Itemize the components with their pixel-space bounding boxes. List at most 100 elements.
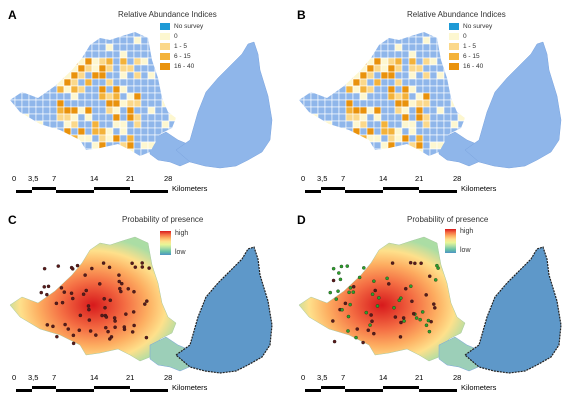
grid-cell <box>464 71 465 80</box>
grid-cell <box>28 85 37 94</box>
grid-cell <box>436 99 445 108</box>
presence-point <box>328 290 333 295</box>
grid-cell <box>10 50 16 59</box>
grid-cell <box>147 78 156 87</box>
grid-cell <box>443 113 452 122</box>
grid-cell <box>415 50 424 59</box>
grid-cell <box>84 71 93 80</box>
grid-cell <box>324 148 333 156</box>
grid-cell <box>21 43 30 52</box>
grid-cell <box>112 36 121 45</box>
presence-point <box>408 260 413 265</box>
grid-cell <box>366 85 375 94</box>
grid-cell <box>70 127 79 136</box>
grid-cell <box>126 127 135 136</box>
grid-cell <box>28 32 37 38</box>
presence-point <box>361 340 365 345</box>
grid-cell <box>126 148 135 156</box>
grid-cell <box>429 113 438 122</box>
grid-cell <box>464 106 465 115</box>
grid-cell <box>133 134 142 143</box>
grid-cell <box>310 148 319 156</box>
grid-cell <box>464 85 465 94</box>
presence-point <box>78 313 83 318</box>
grid-cell <box>415 71 424 80</box>
grid-cell <box>105 71 114 80</box>
grid-cell <box>373 106 382 115</box>
grid-cell <box>310 78 319 87</box>
scale-bar: 0 3,5 7 14 21 28 Kilometers <box>301 373 501 395</box>
grid-cell <box>317 78 326 87</box>
grid-cell <box>49 99 58 108</box>
grid-cell <box>21 64 30 73</box>
probability-map <box>298 236 562 374</box>
grid-cell <box>394 78 403 87</box>
grid-cell <box>161 78 170 87</box>
grid-cell <box>299 64 305 73</box>
grid-cell <box>112 92 121 101</box>
grid-cell <box>380 92 389 101</box>
grid-cell <box>147 85 156 94</box>
scale-bar: 0 3,5 7 14 21 28 Kilometers <box>12 373 212 395</box>
grid-cell <box>112 32 121 38</box>
grid-cell <box>324 57 333 66</box>
gradient-low-label: low <box>175 249 186 256</box>
presence-point <box>113 325 117 330</box>
grid-cell <box>84 155 93 156</box>
grid-cell <box>49 141 58 150</box>
grid-cell <box>401 71 410 80</box>
grid-cell <box>429 64 438 73</box>
grid-cell <box>133 57 142 66</box>
legend-item-1-5: 1 - 5 <box>449 43 476 50</box>
grid-cell <box>450 113 459 122</box>
grid-cell <box>436 113 445 122</box>
grid-cell <box>77 71 86 80</box>
grid-cell <box>299 32 305 38</box>
presence-point <box>366 328 371 332</box>
presence-point <box>103 305 107 310</box>
grid-cell <box>126 92 135 101</box>
grid-cell <box>317 71 326 80</box>
grid-cell <box>28 36 37 45</box>
grid-cell <box>401 50 410 59</box>
grid-cell <box>464 127 465 136</box>
scale-tick: 3,5 <box>28 373 39 382</box>
grid-cell <box>14 78 23 87</box>
grid-cell <box>408 78 417 87</box>
grid-cell <box>119 127 128 136</box>
grid-cell <box>133 148 142 156</box>
presence-point <box>113 319 117 323</box>
grid-cell <box>42 78 51 87</box>
presence-point <box>369 313 373 317</box>
grid-cell <box>112 120 121 129</box>
grid-cell <box>112 43 121 52</box>
grid-cell <box>63 50 72 59</box>
grid-cell <box>422 57 431 66</box>
grid-cell <box>394 120 403 129</box>
grid-cell <box>380 32 389 38</box>
scale-tick: 14 <box>90 174 99 183</box>
grid-cell <box>154 106 163 115</box>
grid-cell <box>98 92 107 101</box>
grid-cell <box>352 57 361 66</box>
grid-cell <box>366 134 375 143</box>
presence-point <box>375 304 380 308</box>
grid-cell <box>14 106 23 115</box>
grid-cell <box>401 113 410 122</box>
legend-item-16-40: 16 - 40 <box>160 63 194 70</box>
grid-cell <box>126 155 135 156</box>
grid-cell <box>387 50 396 59</box>
scale-segment <box>305 389 321 392</box>
grid-cell <box>105 148 114 156</box>
grid-cell <box>98 106 107 115</box>
grid-cell <box>70 71 79 80</box>
presence-point <box>399 320 403 325</box>
grid-cell <box>105 85 114 94</box>
grid-cell <box>373 32 382 38</box>
grid-cell <box>324 120 333 129</box>
grid-cell <box>10 78 16 87</box>
presence-point <box>413 261 417 266</box>
grid-cell <box>359 57 368 66</box>
grid-cell <box>394 36 403 45</box>
grid-cell <box>352 50 361 59</box>
